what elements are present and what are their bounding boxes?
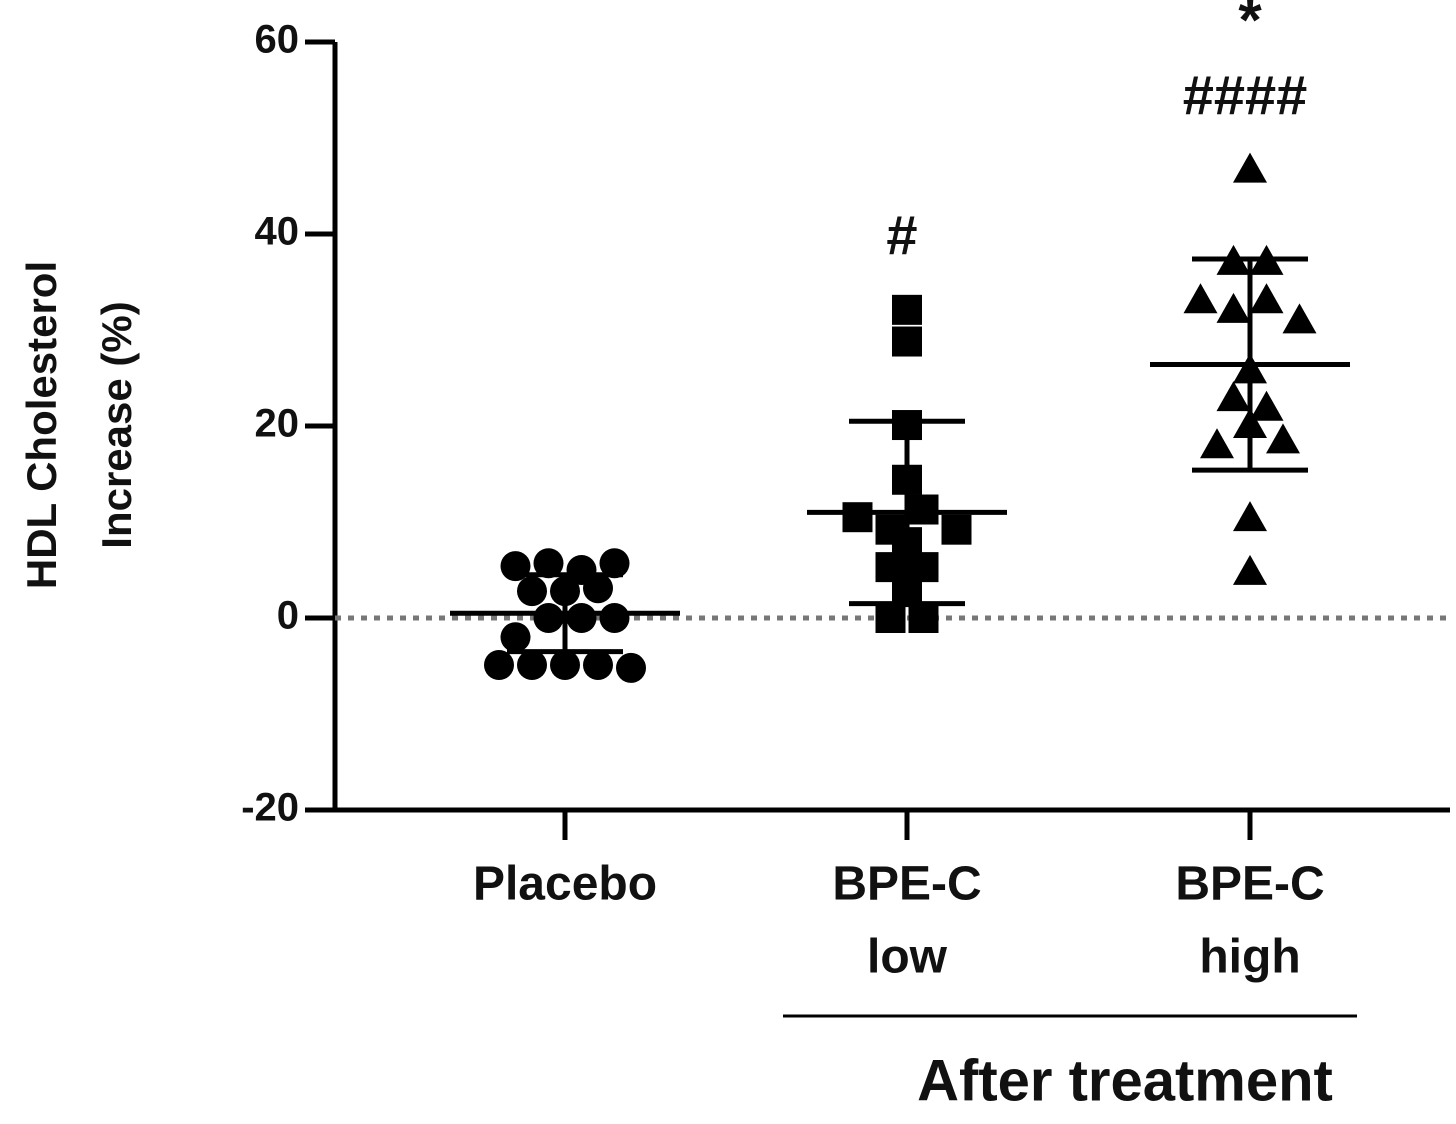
y-tick-label: 0	[277, 594, 299, 638]
data-point	[517, 576, 547, 607]
y-axis-label: Increase (%)	[93, 301, 140, 548]
significance-label: ####	[1183, 63, 1308, 126]
data-point	[892, 294, 922, 325]
x-tick-label: high	[1199, 931, 1300, 984]
significance-label: #	[886, 204, 917, 267]
data-point	[908, 494, 939, 525]
data-point	[941, 514, 972, 545]
data-point	[599, 548, 630, 579]
data-point	[1216, 292, 1251, 323]
data-point	[566, 603, 597, 633]
x-axis-label: After treatment	[917, 1048, 1333, 1113]
y-tick-label: 60	[255, 18, 300, 62]
data-point	[875, 603, 906, 633]
data-point	[533, 603, 564, 633]
data-point	[908, 603, 939, 633]
data-point	[583, 573, 613, 604]
data-point	[517, 650, 547, 681]
data-point	[1233, 554, 1267, 585]
data-point	[892, 326, 922, 357]
y-tick-label: 20	[255, 402, 300, 446]
data-point	[599, 603, 630, 633]
x-tick-label: low	[867, 931, 948, 984]
data-point	[1233, 152, 1267, 183]
data-point	[1282, 303, 1317, 334]
x-tick-label: BPE-C	[1175, 858, 1324, 911]
data-point	[500, 622, 531, 653]
data-point	[1233, 501, 1267, 532]
data-point	[1216, 381, 1251, 412]
data-point	[842, 502, 873, 533]
x-tick-label: BPE-C	[832, 858, 981, 911]
data-point	[1249, 283, 1284, 314]
data-point	[1200, 428, 1234, 459]
data-point	[484, 650, 514, 681]
data-point	[1266, 423, 1300, 454]
data-point	[1249, 390, 1284, 421]
y-tick-label: 40	[255, 210, 300, 254]
y-axis-label: HDL Cholesterol	[18, 261, 65, 589]
x-tick-label: Placebo	[473, 858, 657, 911]
data-point	[583, 650, 613, 681]
data-point	[1183, 283, 1218, 314]
data-point	[550, 650, 580, 681]
data-point	[616, 652, 646, 683]
significance-label: *	[1238, 0, 1262, 54]
y-tick-label: -20	[241, 786, 299, 830]
data-point	[533, 548, 564, 579]
